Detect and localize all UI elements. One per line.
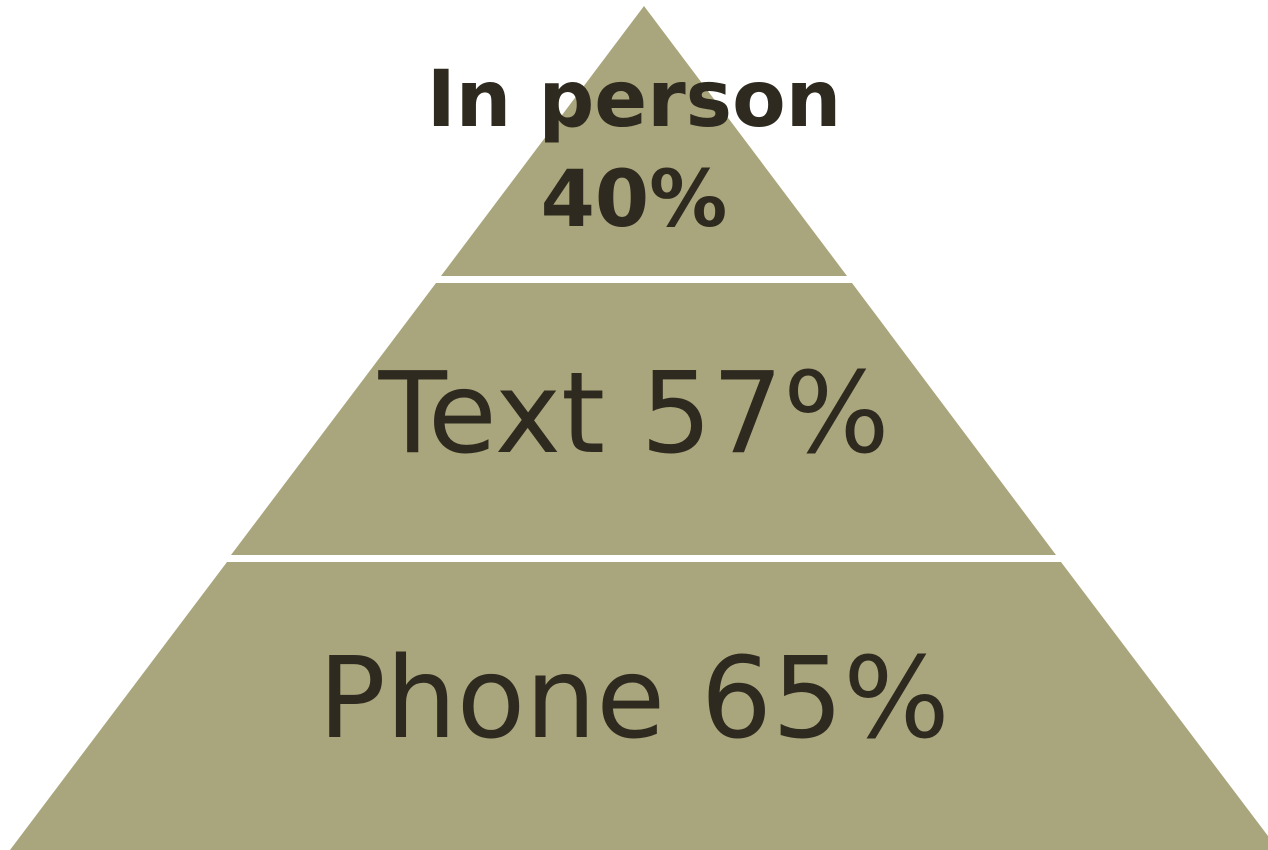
pyramid-tier-top (441, 6, 847, 276)
tier-top-label: In person 40% (0, 50, 1268, 250)
pyramid-tier-middle (231, 283, 1056, 555)
tier-middle-label: Text 57% (378, 349, 890, 479)
pyramid-tier-bottom (10, 562, 1268, 850)
tier-bottom-label: Phone 65% (318, 634, 950, 764)
tier-top-title: In person (426, 55, 842, 145)
tier-top-value: 40% (540, 155, 728, 245)
